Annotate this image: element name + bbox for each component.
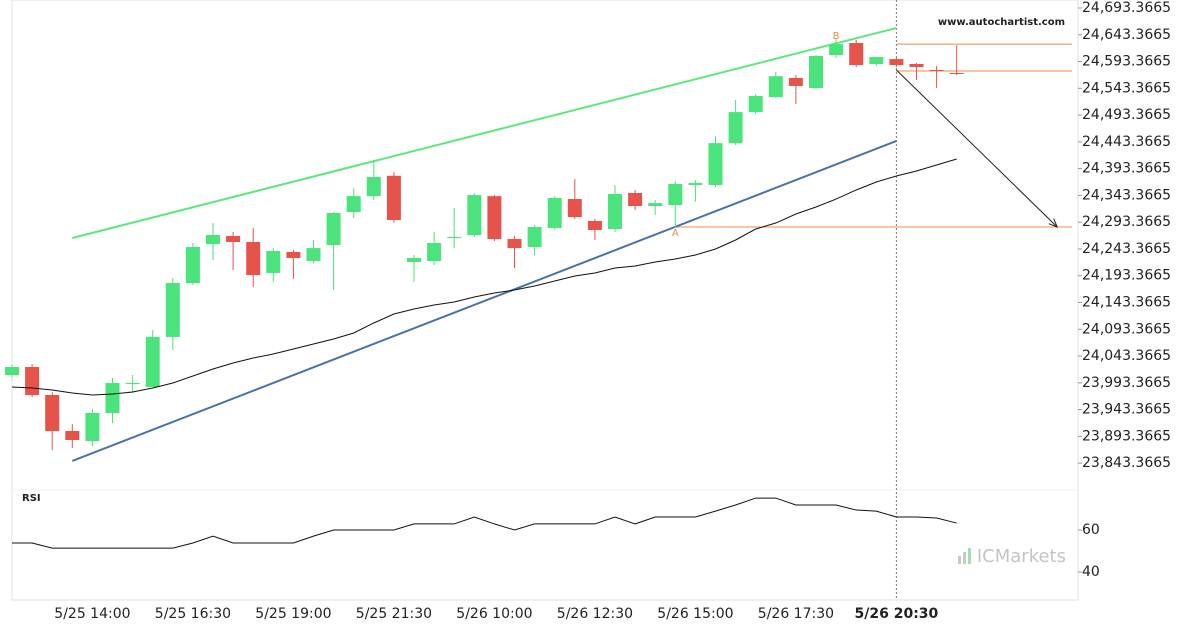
candle-body: [608, 193, 622, 230]
candle-body: [125, 383, 140, 385]
y-tick-label: 23,993.3665: [1082, 375, 1171, 391]
forecast-arrow: [896, 69, 1058, 228]
candle-body: [809, 56, 823, 88]
candle-body: [487, 196, 502, 239]
moving-average: [11, 158, 957, 396]
candle-body: [507, 238, 522, 249]
x-tick-label: 5/25 14:00: [54, 606, 130, 622]
x-tick-label: 5/25 16:30: [155, 606, 231, 622]
candle-body: [587, 220, 602, 230]
y-tick-label: 24,443.3665: [1082, 134, 1171, 150]
candle-body: [829, 44, 844, 55]
candle-body: [165, 282, 180, 337]
candle-body: [145, 336, 160, 388]
candle-body: [45, 395, 60, 431]
candle-body: [668, 183, 683, 206]
candle-body: [266, 251, 281, 273]
y-tick-label: 24,293.3665: [1082, 214, 1171, 230]
candle-body: [226, 235, 241, 243]
x-tick-label: 5/26 12:30: [557, 606, 633, 622]
y-tick-label: 24,493.3665: [1082, 107, 1171, 123]
y-tick-label: 60: [1082, 522, 1100, 538]
candle-body: [708, 143, 723, 186]
candle-body: [286, 251, 301, 258]
y-tick-label: 24,343.3665: [1082, 187, 1171, 203]
candle-body: [386, 175, 401, 221]
candle-body: [869, 57, 884, 64]
candle-body: [326, 213, 341, 246]
candle-body: [909, 63, 924, 68]
candle-body: [949, 72, 964, 75]
candle-body: [366, 177, 381, 197]
x-tick-label: 5/26 15:00: [657, 606, 733, 622]
plot-frame: [11, 0, 1079, 601]
y-tick-label: 23,843.3665: [1082, 455, 1171, 471]
logo-icon: [958, 548, 971, 564]
x-tick-label: 5/26 10:00: [456, 606, 532, 622]
rsi-line: [12, 497, 957, 549]
arrow-head: [1048, 218, 1059, 228]
candle-body: [105, 383, 120, 414]
y-tick-label: 40: [1082, 564, 1100, 580]
candle-body: [467, 195, 482, 236]
candle-body: [547, 198, 562, 228]
candle-body: [788, 78, 803, 86]
x-tick-label: 5/26 17:30: [758, 606, 834, 622]
candle-body: [648, 203, 663, 206]
y-tick-label: 24,593.3665: [1082, 54, 1171, 70]
candle-body: [206, 235, 220, 245]
y-tick-label: 23,943.3665: [1082, 402, 1171, 418]
candle-body: [25, 367, 40, 396]
candle-body: [346, 196, 361, 212]
watermark: www.autochartist.com: [938, 17, 1065, 28]
candle-body: [527, 226, 542, 248]
candle-body: [447, 236, 462, 239]
x-tick-label: 5/26 20:30: [855, 606, 939, 622]
candle-body: [85, 413, 100, 442]
logo: ICMarkets: [977, 546, 1066, 567]
trend-line: [71, 140, 897, 462]
candle-body: [929, 69, 944, 71]
trend-line: [72, 27, 897, 239]
x-tick-label: 5/25 19:00: [255, 606, 331, 622]
candle-body: [688, 183, 703, 186]
y-tick-label: 23,893.3665: [1082, 428, 1171, 444]
y-tick-label: 24,043.3665: [1082, 348, 1171, 364]
candle-body: [748, 96, 763, 113]
y-tick-label: 24,643.3665: [1082, 27, 1171, 43]
candle-body: [185, 247, 200, 283]
y-tick-label: 24,243.3665: [1082, 241, 1171, 257]
y-tick-label: 24,393.3665: [1082, 161, 1171, 177]
candle-body: [728, 112, 743, 144]
rsi-title: RSI: [22, 493, 41, 504]
candle-body: [889, 59, 904, 66]
y-tick-label: 24,693.3665: [1082, 0, 1171, 16]
candle-body: [5, 367, 19, 375]
candle-body: [246, 242, 261, 276]
candle-body: [567, 199, 582, 218]
y-tick-label: 24,093.3665: [1082, 321, 1171, 337]
candle-body: [427, 242, 442, 261]
point-label: A: [672, 228, 679, 239]
candle-body: [768, 76, 783, 98]
candle-body: [65, 430, 80, 440]
y-tick-label: 24,193.3665: [1082, 268, 1171, 284]
candle-body: [407, 257, 421, 263]
x-tick-label: 5/25 21:30: [356, 606, 432, 622]
candle-body: [306, 248, 321, 261]
point-label: B: [833, 31, 840, 42]
y-tick-label: 24,143.3665: [1082, 294, 1171, 310]
y-tick-label: 24,543.3665: [1082, 80, 1171, 96]
candle-body: [628, 192, 643, 206]
candle-body: [849, 42, 864, 66]
